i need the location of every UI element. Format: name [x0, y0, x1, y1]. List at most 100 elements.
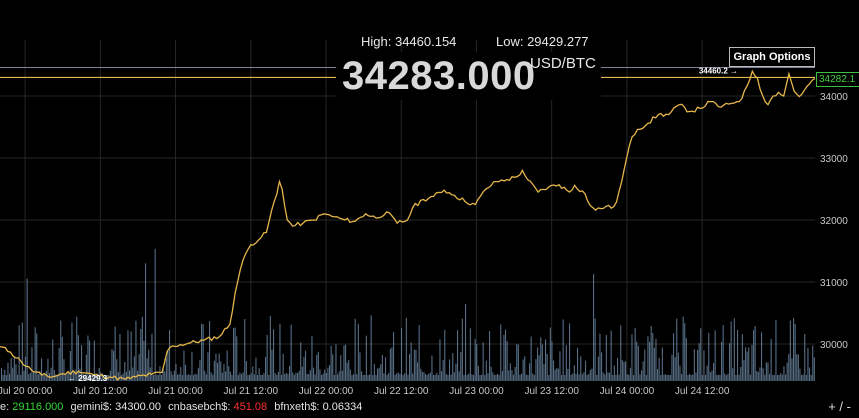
- volume-bar: [747, 352, 748, 381]
- low-annotation: ← 29429.3: [68, 374, 108, 383]
- volume-bar: [713, 363, 714, 381]
- volume-bar: [758, 372, 759, 381]
- volume-bar: [366, 336, 367, 381]
- volume-bar: [244, 319, 245, 381]
- volume-bar: [156, 375, 157, 381]
- volume-bar: [574, 365, 575, 381]
- volume-bar: [63, 359, 64, 381]
- volume-bar: [726, 375, 727, 381]
- volume-bar: [503, 335, 504, 381]
- volume-bar: [329, 365, 330, 381]
- volume-bar: [449, 360, 450, 382]
- volume-bar: [76, 317, 77, 381]
- volume-bar: [516, 344, 517, 381]
- graph-options-button[interactable]: Graph Options: [729, 47, 815, 67]
- zoom-out-button[interactable]: -: [847, 399, 851, 414]
- volume-bar: [764, 375, 765, 381]
- volume-bar: [406, 318, 407, 381]
- ticker-item[interactable]: cnbasebch$: 451.08: [168, 401, 267, 413]
- volume-bar: [191, 352, 192, 381]
- volume-bar: [15, 364, 16, 381]
- volume-bar: [454, 372, 455, 381]
- volume-bar: [777, 375, 778, 381]
- volume-bar: [543, 364, 544, 381]
- y-tick-label: 33000: [820, 154, 848, 165]
- volume-bar: [779, 375, 780, 381]
- volume-bar: [159, 366, 160, 381]
- volume-bar: [663, 375, 664, 381]
- ticker-item[interactable]: e: 29116.000: [0, 401, 63, 413]
- volume-bar: [287, 374, 288, 381]
- volume-bar: [689, 374, 690, 381]
- volume-bar: [491, 367, 492, 381]
- volume-bar: [139, 354, 140, 381]
- volume-bar: [119, 334, 120, 381]
- volume-bar: [350, 370, 351, 381]
- volume-bar: [303, 357, 304, 381]
- volume-bar: [3, 375, 4, 381]
- volume-bar: [161, 375, 162, 381]
- volume-bar: [583, 372, 584, 381]
- volume-bar: [788, 354, 789, 381]
- volume-bar: [227, 350, 228, 381]
- volume-bar: [619, 375, 620, 381]
- volume-bar: [428, 374, 429, 381]
- volume-bar: [718, 375, 719, 381]
- zoom-in-button[interactable]: +: [828, 399, 836, 414]
- volume-bar: [14, 357, 15, 381]
- volume-bar: [313, 368, 314, 381]
- ticker-item[interactable]: gemini$: 34300.00: [70, 401, 161, 413]
- volume-bar: [275, 373, 276, 381]
- volume-bar: [521, 374, 522, 381]
- volume-bar: [759, 368, 760, 382]
- volume-bar: [646, 375, 647, 381]
- volume-bar: [804, 334, 805, 381]
- volume-bar: [595, 319, 596, 381]
- volume-bar: [775, 320, 776, 381]
- volume-bar: [27, 279, 28, 381]
- volume-bar: [796, 354, 797, 381]
- volume-bar: [412, 374, 413, 382]
- volume-bar: [311, 336, 312, 381]
- volume-bar: [587, 375, 588, 381]
- volume-bar: [415, 350, 416, 381]
- volume-bar: [283, 354, 284, 381]
- volume-bar: [51, 368, 52, 381]
- volume-bar: [511, 370, 512, 381]
- volume-bar: [476, 344, 477, 381]
- volume-bar: [606, 335, 607, 381]
- volume-bar: [604, 374, 605, 381]
- volume-bar: [615, 375, 616, 381]
- volume-bar: [425, 374, 426, 381]
- volume-bar: [289, 366, 290, 381]
- volume-bar: [812, 346, 813, 381]
- volume-bar: [569, 324, 570, 382]
- volume-bar: [177, 375, 178, 381]
- volume-bar: [767, 363, 768, 381]
- volume-bar: [505, 329, 506, 381]
- volume-bar: [575, 374, 576, 381]
- volume-bar: [553, 361, 554, 382]
- volume-bar: [435, 375, 436, 381]
- volume-bar: [518, 345, 519, 381]
- high-annotation: 34460.2 →: [699, 66, 738, 75]
- volume-bar: [383, 373, 384, 381]
- x-tick-label: Jul 20 00:00: [0, 386, 53, 397]
- volume-bar: [580, 356, 581, 381]
- volume-bar: [249, 375, 250, 381]
- volume-bar: [323, 374, 324, 381]
- volume-bar: [507, 341, 508, 381]
- volume-bar: [697, 350, 698, 381]
- volume-bar: [702, 375, 703, 381]
- volume-bar: [268, 375, 269, 381]
- volume-bar: [41, 358, 42, 381]
- volume-bar: [351, 375, 352, 381]
- volume-bar: [772, 375, 773, 381]
- volume-bar: [593, 274, 594, 381]
- volume-bar: [795, 324, 796, 381]
- volume-bar: [700, 328, 701, 381]
- volume-bar: [495, 375, 496, 381]
- ticker-item[interactable]: bfnxeth$: 0.06334: [274, 401, 362, 413]
- volume-bar: [267, 335, 268, 381]
- volume-bar: [620, 325, 621, 381]
